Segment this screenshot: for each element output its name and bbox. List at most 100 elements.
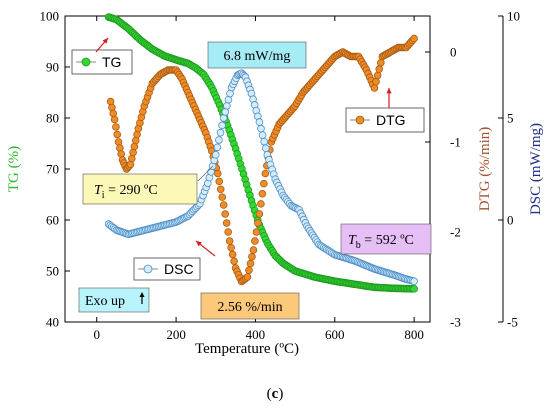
- dsc-tick-label: 5: [507, 111, 514, 126]
- dtg-point: [216, 185, 225, 194]
- dtg-axis-label: DTG (%/min): [477, 127, 493, 212]
- dsc-tick-label: 0: [507, 213, 514, 228]
- dsc-tick-label: 10: [507, 9, 520, 24]
- dtg-point: [254, 219, 262, 227]
- legend-marker: [81, 57, 91, 67]
- dtg-point: [113, 130, 122, 139]
- dsc-point: [257, 124, 265, 133]
- tg-point: [410, 285, 418, 293]
- tg-axis-label: TG (%): [6, 146, 22, 192]
- dtg-point: [249, 246, 258, 254]
- dtg-point: [213, 169, 222, 178]
- tb-text: Tb = 592 ºC: [348, 233, 414, 251]
- dtg-point: [110, 115, 119, 124]
- dtg-point: [251, 237, 259, 245]
- dtg-point: [243, 273, 252, 281]
- dtg-point: [255, 210, 264, 218]
- dsc-point: [211, 150, 220, 159]
- dsc-point: [215, 136, 223, 144]
- rate-text: 2.56 %/min: [217, 300, 282, 315]
- dtg-point: [224, 228, 232, 236]
- legend-dsc: DSC: [133, 257, 201, 281]
- dtg-point: [260, 179, 268, 188]
- legend-dtg: DTG: [345, 107, 425, 133]
- dtg-point: [221, 210, 229, 218]
- exo-text: Exo up: [85, 294, 125, 309]
- dtg-point: [245, 266, 253, 275]
- dsc-point: [213, 143, 222, 152]
- dtg-point: [258, 189, 267, 198]
- dtg-point: [377, 58, 385, 67]
- tg-tick-label: 100: [40, 9, 60, 24]
- tg-tick-label: 90: [46, 60, 59, 75]
- exo-box: [78, 287, 150, 313]
- x-tick-label: 600: [325, 327, 345, 342]
- tg-tick-label: 50: [46, 264, 59, 279]
- tg-tick-label: 80: [46, 111, 59, 126]
- legend-label: DTG: [376, 112, 406, 128]
- dtg-point: [225, 237, 234, 245]
- dsc-point: [258, 131, 267, 139]
- x-axis-label: Temperature (ºC): [195, 341, 299, 357]
- panel-letter: c: [272, 386, 279, 402]
- mw-text: 6.8 mW/mg: [224, 49, 291, 64]
- dsc-tick-label: -5: [507, 315, 518, 330]
- x-tick-label: 400: [246, 327, 266, 342]
- dsc-point: [410, 277, 418, 286]
- dtg-point: [370, 84, 379, 92]
- legend-tg: TG: [71, 49, 133, 75]
- dsc-point: [226, 89, 234, 98]
- dsc-arrow-head: [196, 241, 202, 247]
- dtg-point: [246, 259, 255, 268]
- ti-box: [82, 173, 198, 205]
- dtg-point: [218, 193, 227, 201]
- dtg-tick-label: 0: [450, 45, 457, 60]
- dtg-point: [215, 177, 224, 186]
- dsc-point: [219, 114, 228, 122]
- dtg-point: [219, 201, 228, 209]
- dsc-axis-label: DSC (mW/mg): [528, 123, 544, 215]
- series-dtg: [106, 34, 418, 286]
- dtg-point: [410, 34, 418, 43]
- dtg-point: [222, 219, 231, 227]
- tg-tick-label: 60: [46, 213, 59, 228]
- dsc-point: [224, 95, 233, 104]
- tb-box: [340, 223, 432, 255]
- dsc-point: [216, 128, 225, 137]
- x-tick-label: 800: [404, 327, 424, 342]
- exo-arrow-head: [139, 292, 145, 297]
- dtg-point: [257, 200, 265, 208]
- svg-text:(c): (c): [267, 386, 284, 402]
- dsc-point: [261, 144, 270, 152]
- dsc-point: [260, 137, 268, 146]
- dtg-point: [375, 65, 384, 73]
- dtg-arrow-head: [386, 88, 392, 94]
- ti-leader: [197, 165, 214, 182]
- dtg-point: [372, 77, 380, 86]
- dtg-point: [373, 71, 382, 80]
- dsc-point: [255, 118, 264, 126]
- legend-marker: [355, 115, 365, 125]
- tg-tick-label: 70: [46, 162, 59, 177]
- dtg-point: [227, 243, 235, 252]
- legend-label: DSC: [164, 261, 194, 277]
- ti-text: Ti = 290 ºC: [94, 183, 158, 201]
- mw-box: [207, 41, 307, 69]
- dtg-point: [228, 250, 237, 259]
- dtg-point: [230, 257, 238, 266]
- series-dsc: [104, 69, 418, 286]
- panel-label: (c): [267, 386, 284, 402]
- tg-tick-label: 40: [46, 315, 59, 330]
- dsc-point: [221, 108, 230, 116]
- dtg-point: [248, 252, 256, 261]
- dtg-point: [252, 228, 261, 236]
- legend-box: [133, 257, 201, 281]
- x-tick-label: 0: [93, 327, 100, 342]
- dtg-tick-label: -1: [450, 135, 461, 150]
- legend-label: TG: [102, 54, 121, 70]
- tg-arrow-head: [102, 38, 108, 44]
- dtg-point: [112, 123, 120, 131]
- rate-box: [200, 292, 300, 320]
- dtg-point: [261, 169, 270, 178]
